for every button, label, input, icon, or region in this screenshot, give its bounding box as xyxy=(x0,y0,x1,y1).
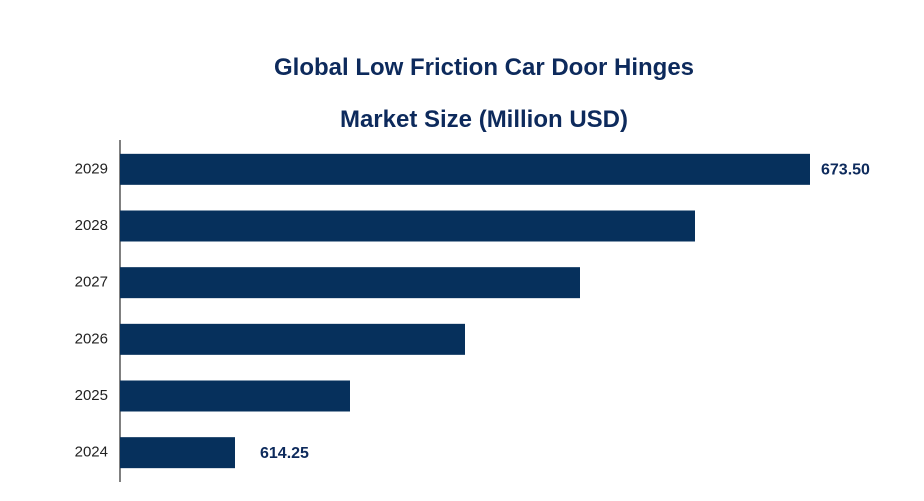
y-tick-label: 2028 xyxy=(75,217,108,234)
bar xyxy=(120,153,810,185)
bar xyxy=(120,267,580,299)
bar xyxy=(120,437,235,469)
value-label: 614.25 xyxy=(260,445,309,462)
y-tick-label: 2029 xyxy=(75,160,108,177)
y-tick-label: 2024 xyxy=(75,444,108,461)
y-tick-label: 2026 xyxy=(75,330,108,347)
chart-title: Global Low Friction Car Door Hinges Mark… xyxy=(273,54,695,133)
y-tick-label: 2027 xyxy=(75,274,108,291)
bar xyxy=(120,323,465,355)
value-label: 673.50 xyxy=(821,162,870,179)
bar xyxy=(120,210,695,242)
bar xyxy=(120,380,350,412)
y-tick-label: 2025 xyxy=(75,387,108,404)
